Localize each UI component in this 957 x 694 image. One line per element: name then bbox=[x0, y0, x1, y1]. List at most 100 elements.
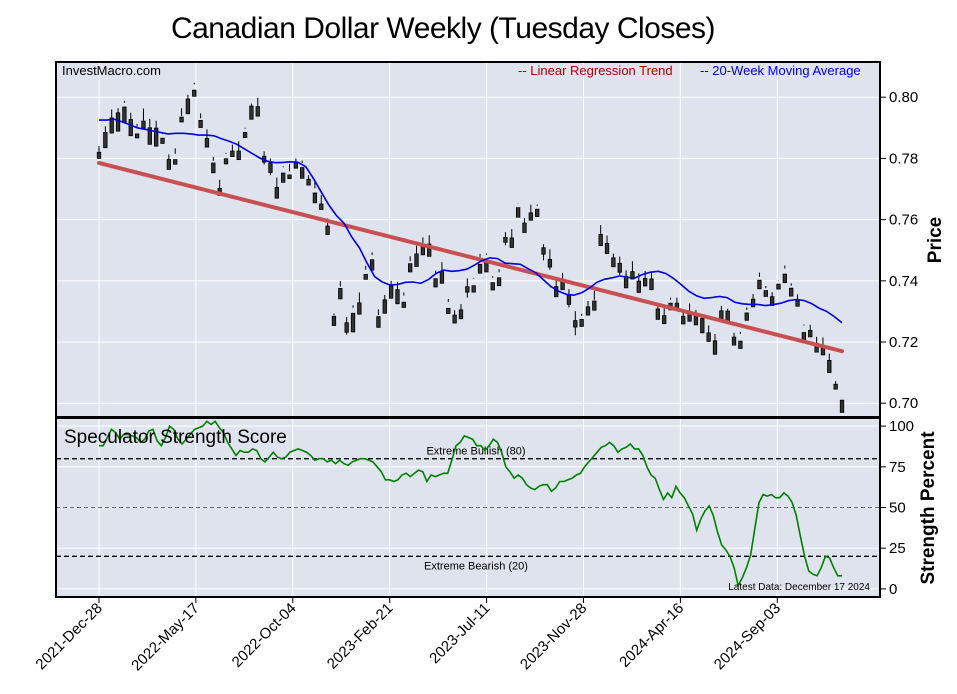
candle-body bbox=[382, 299, 387, 314]
legend-moving-average: -- 20-Week Moving Average bbox=[700, 63, 861, 78]
candle-body bbox=[471, 285, 476, 293]
candle-body bbox=[433, 278, 438, 288]
candle-body bbox=[388, 285, 394, 299]
candle-body bbox=[376, 316, 381, 328]
price-axis-label: Price bbox=[925, 217, 946, 263]
x-tick-label: 2024-Sep-03 bbox=[711, 600, 784, 673]
candle-body bbox=[706, 332, 711, 342]
candle-body bbox=[274, 187, 279, 199]
candle-body bbox=[141, 120, 146, 129]
candle-body bbox=[204, 138, 210, 148]
candle-body bbox=[598, 233, 603, 247]
candle-body bbox=[490, 282, 495, 291]
candle-body bbox=[700, 318, 705, 334]
candle-body bbox=[439, 271, 445, 284]
candle-body bbox=[617, 262, 622, 273]
price-tick-label: 0.80 bbox=[889, 89, 918, 106]
candle-body bbox=[179, 116, 184, 123]
candle-body bbox=[573, 320, 578, 328]
candle-body bbox=[623, 275, 629, 289]
candle-body bbox=[789, 287, 794, 297]
x-tick-label: 2023-Nov-28 bbox=[517, 600, 590, 673]
candle-body bbox=[338, 288, 343, 300]
price-plot-area bbox=[56, 62, 880, 417]
x-tick-label: 2023-Jul-11 bbox=[426, 600, 493, 667]
candle-body bbox=[115, 112, 121, 132]
price-tick-label: 0.74 bbox=[889, 273, 918, 290]
strength-line bbox=[99, 420, 842, 588]
strength-tick-label: 100 bbox=[889, 418, 914, 435]
candle-body bbox=[496, 277, 502, 287]
candle-body bbox=[750, 298, 756, 308]
candle-body bbox=[255, 106, 260, 117]
candle-body bbox=[331, 315, 337, 326]
candle-body bbox=[560, 281, 565, 291]
candle-body bbox=[414, 253, 419, 267]
candle-body bbox=[630, 271, 635, 280]
candle-body bbox=[744, 312, 749, 321]
candle-body bbox=[515, 207, 521, 218]
candle-body bbox=[579, 318, 584, 327]
x-tick-label: 2024-Apr-16 bbox=[616, 600, 687, 671]
candle-body bbox=[446, 307, 451, 314]
x-tick-label: 2023-Feb-21 bbox=[324, 600, 397, 673]
candle-body bbox=[566, 294, 572, 305]
candle-body bbox=[636, 280, 641, 293]
candle-body bbox=[712, 340, 718, 355]
candle-body bbox=[757, 279, 762, 290]
candle-body bbox=[458, 309, 464, 320]
candle-body bbox=[281, 172, 286, 183]
chart-title: Canadian Dollar Weekly (Tuesday Closes) bbox=[170, 12, 716, 45]
price-tick-label: 0.76 bbox=[889, 212, 918, 229]
strength-axis-label: Strength Percent bbox=[918, 431, 939, 585]
candle-body bbox=[604, 243, 610, 254]
candle-body bbox=[547, 258, 553, 268]
x-tick-label: 2021-Dec-28 bbox=[32, 600, 105, 673]
candle-body bbox=[408, 263, 413, 273]
candle-body bbox=[230, 150, 235, 157]
candle-body bbox=[344, 322, 349, 333]
candle-body bbox=[427, 243, 432, 257]
price-tick-label: 0.78 bbox=[889, 150, 918, 167]
candle-body bbox=[287, 174, 292, 179]
candle-body bbox=[363, 273, 368, 280]
candle-body bbox=[395, 289, 400, 305]
candle-body bbox=[465, 286, 470, 293]
candle-body bbox=[535, 208, 540, 217]
candle-body bbox=[477, 263, 483, 274]
candle-body bbox=[166, 158, 172, 170]
candle-body bbox=[782, 273, 787, 284]
candle-body bbox=[223, 158, 229, 165]
candle-body bbox=[154, 127, 159, 147]
candle-body bbox=[585, 306, 591, 316]
candle-body bbox=[128, 119, 133, 137]
candle-body bbox=[649, 278, 654, 291]
candle-body bbox=[236, 150, 241, 161]
candle-body bbox=[776, 283, 781, 290]
reference-line-label: Extreme Bullish (80) bbox=[426, 446, 525, 458]
candle-body bbox=[369, 259, 375, 271]
candle-body bbox=[173, 159, 178, 165]
candle-body bbox=[839, 399, 845, 413]
candle-body bbox=[109, 117, 114, 134]
candle-body bbox=[160, 137, 165, 144]
candle-body bbox=[268, 162, 273, 173]
strength-panel-title: Speculator Strength Score bbox=[64, 427, 287, 448]
candle-body bbox=[738, 340, 743, 349]
candle-body bbox=[401, 301, 406, 308]
candle-body bbox=[122, 106, 127, 123]
candle-body bbox=[249, 105, 254, 120]
strength-tick-label: 50 bbox=[889, 500, 906, 517]
legend-trend: -- Linear Regression Trend bbox=[518, 63, 673, 78]
price-tick-label: 0.72 bbox=[889, 334, 918, 351]
candle-body bbox=[719, 310, 724, 320]
candle-body bbox=[192, 89, 197, 97]
strength-tick-label: 75 bbox=[889, 459, 906, 476]
candle-body bbox=[509, 237, 514, 248]
candle-body bbox=[833, 383, 838, 390]
candle-body bbox=[242, 131, 248, 138]
candle-body bbox=[319, 203, 324, 210]
x-tick-label: 2022-May-17 bbox=[128, 600, 203, 675]
candle-body bbox=[642, 277, 648, 287]
